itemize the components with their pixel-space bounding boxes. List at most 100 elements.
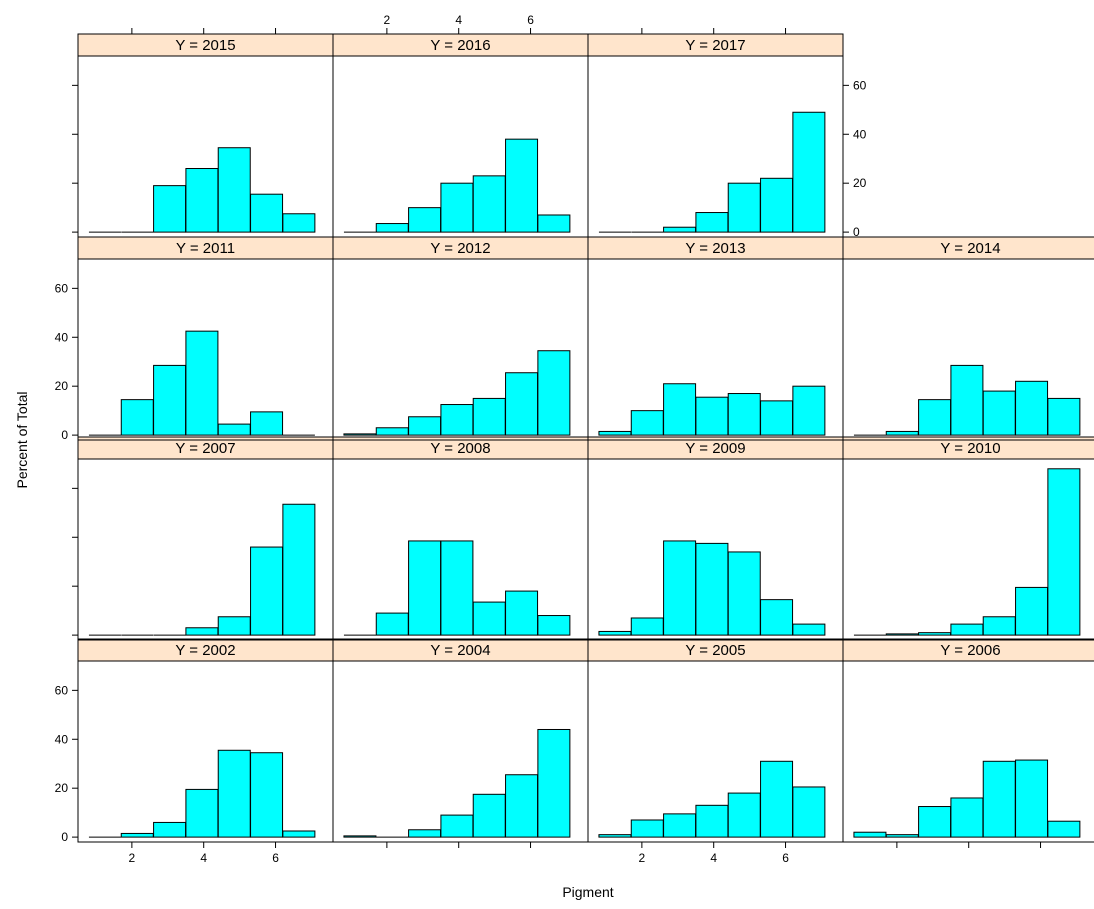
panel-2016: Y = 2016 bbox=[332, 33, 589, 238]
histogram-bar bbox=[885, 834, 919, 838]
y-axis-label: Percent of Total bbox=[14, 391, 30, 488]
panel-2007: Y = 2007 bbox=[77, 436, 334, 641]
histogram-bar bbox=[950, 364, 984, 436]
panel-strip-label: Y = 2005 bbox=[685, 642, 745, 659]
histogram-bar bbox=[918, 806, 952, 838]
histogram-bar bbox=[792, 786, 826, 838]
y-tick-label: 0 bbox=[61, 428, 68, 442]
histogram-bar bbox=[1015, 759, 1049, 838]
panel-2006: Y = 2006 bbox=[842, 638, 1094, 843]
histogram-bar bbox=[185, 168, 219, 233]
panel-strip-label: Y = 2002 bbox=[175, 642, 235, 659]
histogram-bar bbox=[505, 774, 539, 838]
histogram-bar bbox=[472, 793, 506, 838]
panel-strip-label: Y = 2011 bbox=[176, 240, 235, 257]
x-axis-label: Pigment bbox=[562, 884, 613, 900]
histogram-bar bbox=[505, 372, 539, 436]
histogram-bar bbox=[250, 411, 284, 436]
histogram-bar bbox=[792, 623, 826, 636]
histogram-bar bbox=[250, 193, 284, 233]
panel-2004: Y = 2004 bbox=[332, 638, 589, 843]
histogram-bar bbox=[282, 213, 316, 233]
histogram-bar bbox=[630, 617, 664, 636]
histogram-bar bbox=[537, 728, 571, 838]
histogram-bar bbox=[982, 390, 1016, 436]
panel-frame bbox=[842, 258, 1094, 441]
x-tick-label: 2 bbox=[384, 13, 391, 27]
histogram-bar bbox=[727, 551, 761, 636]
histogram-bar bbox=[217, 147, 251, 233]
histogram-bar bbox=[1015, 586, 1049, 636]
histogram-bar bbox=[885, 430, 919, 436]
y-tick-label: 40 bbox=[853, 127, 867, 141]
panel-strip-label: Y = 2004 bbox=[430, 642, 490, 659]
panel-2008: Y = 2008 bbox=[332, 436, 589, 641]
histogram-bar bbox=[250, 546, 284, 636]
panel-strip-label: Y = 2009 bbox=[685, 440, 745, 457]
histogram-bar bbox=[598, 630, 632, 636]
histogram-bar bbox=[537, 214, 571, 233]
histogram-bar bbox=[695, 212, 729, 233]
histogram-bar bbox=[982, 616, 1016, 636]
panel-strip-label: Y = 2008 bbox=[430, 440, 490, 457]
histogram-bar bbox=[250, 752, 284, 838]
histogram-bar bbox=[1047, 820, 1081, 838]
panel-frame bbox=[842, 660, 1094, 843]
histogram-bar bbox=[153, 364, 187, 436]
y-tick-label: 60 bbox=[55, 281, 69, 295]
panel-2014: Y = 2014 bbox=[842, 236, 1094, 441]
panel-strip-label: Y = 2006 bbox=[940, 642, 1000, 659]
histogram-bar bbox=[505, 590, 539, 636]
histogram-bar bbox=[918, 632, 952, 636]
histogram-bar bbox=[343, 433, 377, 436]
histogram-bar bbox=[630, 410, 664, 436]
histogram-bar bbox=[472, 601, 506, 636]
panel-2002: Y = 2002 bbox=[77, 638, 334, 843]
panel-frame bbox=[842, 458, 1094, 641]
panel-strip-label: Y = 2014 bbox=[940, 240, 1000, 257]
histogram-bar bbox=[408, 416, 442, 436]
histogram-bar bbox=[727, 393, 761, 436]
histogram-bar bbox=[217, 423, 251, 436]
histogram-bar bbox=[760, 760, 794, 838]
histogram-bar bbox=[282, 830, 316, 838]
panel-strip-label: Y = 2010 bbox=[940, 440, 1000, 457]
y-tick-label: 20 bbox=[853, 176, 867, 190]
histogram-bar bbox=[695, 396, 729, 436]
histogram-bar bbox=[792, 385, 826, 436]
panel-2005: Y = 2005 bbox=[587, 638, 844, 843]
y-tick-label: 60 bbox=[55, 683, 69, 697]
histogram-bar bbox=[598, 834, 632, 838]
histogram-bar bbox=[408, 829, 442, 838]
histogram-bar bbox=[408, 207, 442, 233]
histogram-bar bbox=[120, 399, 154, 436]
y-tick-label: 40 bbox=[55, 330, 69, 344]
panel-2015: Y = 2015 bbox=[77, 33, 334, 238]
y-tick-label: 20 bbox=[55, 379, 69, 393]
histogram-bar bbox=[472, 397, 506, 436]
histogram-bar bbox=[760, 177, 794, 233]
histogram-bar bbox=[1047, 468, 1081, 636]
histogram-bar bbox=[537, 350, 571, 436]
histogram-bar bbox=[153, 185, 187, 233]
panel-strip-label: Y = 2017 bbox=[685, 37, 745, 54]
histogram-bar bbox=[727, 182, 761, 233]
histogram-bar bbox=[695, 804, 729, 838]
x-tick-label: 2 bbox=[639, 851, 646, 865]
histogram-bar bbox=[792, 111, 826, 233]
histogram-bar bbox=[760, 400, 794, 436]
histogram-bar bbox=[663, 813, 697, 838]
histogram-bar bbox=[185, 627, 219, 636]
histogram-bar bbox=[918, 399, 952, 436]
y-tick-label: 0 bbox=[61, 830, 68, 844]
histogram-bar bbox=[217, 749, 251, 838]
x-tick-label: 4 bbox=[710, 851, 717, 865]
histogram-bar bbox=[408, 540, 442, 636]
panel-strip-label: Y = 2016 bbox=[430, 37, 490, 54]
histogram-bar bbox=[217, 616, 251, 636]
histogram-bar bbox=[185, 330, 219, 436]
panel-2012: Y = 2012 bbox=[332, 236, 589, 441]
histogram-bar bbox=[885, 633, 919, 636]
panel-strip-label: Y = 2013 bbox=[685, 240, 745, 257]
